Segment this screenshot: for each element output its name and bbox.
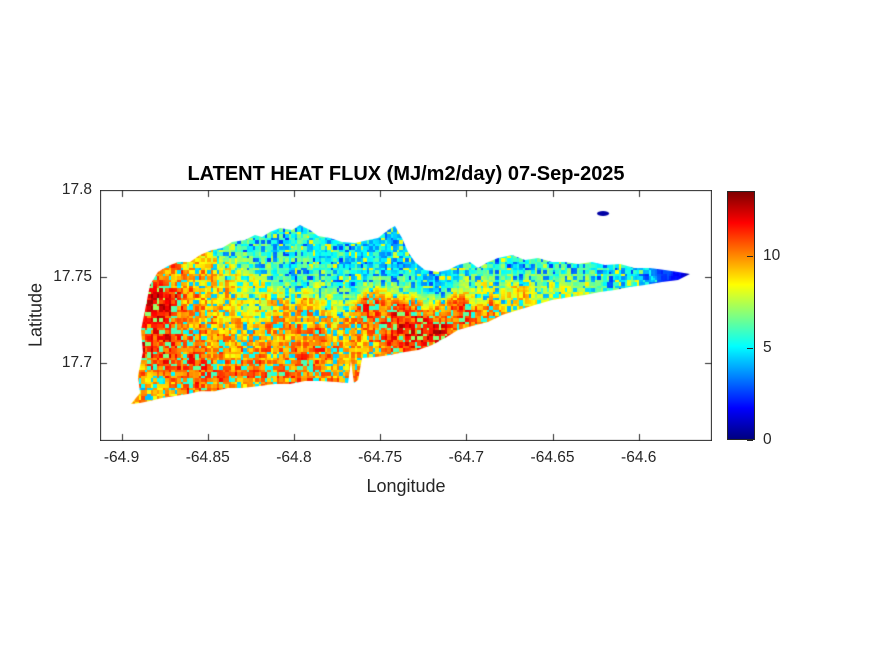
heatmap-canvas bbox=[100, 190, 712, 441]
colorbar-tick-label: 10 bbox=[763, 246, 781, 264]
colorbar-tick-label: 5 bbox=[763, 338, 772, 356]
x-tick-label: -64.85 bbox=[185, 449, 230, 466]
colorbar-gradient bbox=[728, 192, 754, 439]
colorbar-tick-mark bbox=[747, 348, 753, 349]
plot-area bbox=[100, 190, 712, 441]
y-tick-label: 17.7 bbox=[61, 354, 92, 372]
y-tick-label: 17.75 bbox=[53, 267, 92, 285]
colorbar-tick-mark bbox=[747, 256, 753, 257]
y-tick-label: 17.8 bbox=[61, 181, 92, 198]
x-tick-label: -64.75 bbox=[358, 449, 403, 466]
y-axis-label: Latitude bbox=[25, 282, 46, 348]
x-tick-label: -64.9 bbox=[103, 449, 140, 466]
chart-title: LATENT HEAT FLUX (MJ/m2/day) 07-Sep-2025 bbox=[187, 163, 625, 185]
colorbar-tick-label: 0 bbox=[763, 430, 772, 448]
x-axis-label: Longitude bbox=[366, 476, 446, 496]
x-tick-label: -64.65 bbox=[530, 449, 575, 466]
colorbar bbox=[727, 191, 755, 440]
colorbar-tick-mark bbox=[747, 440, 753, 441]
x-tick-label: -64.7 bbox=[448, 449, 484, 466]
x-tick-label: -64.6 bbox=[621, 449, 657, 466]
x-tick-label: -64.8 bbox=[276, 449, 312, 466]
